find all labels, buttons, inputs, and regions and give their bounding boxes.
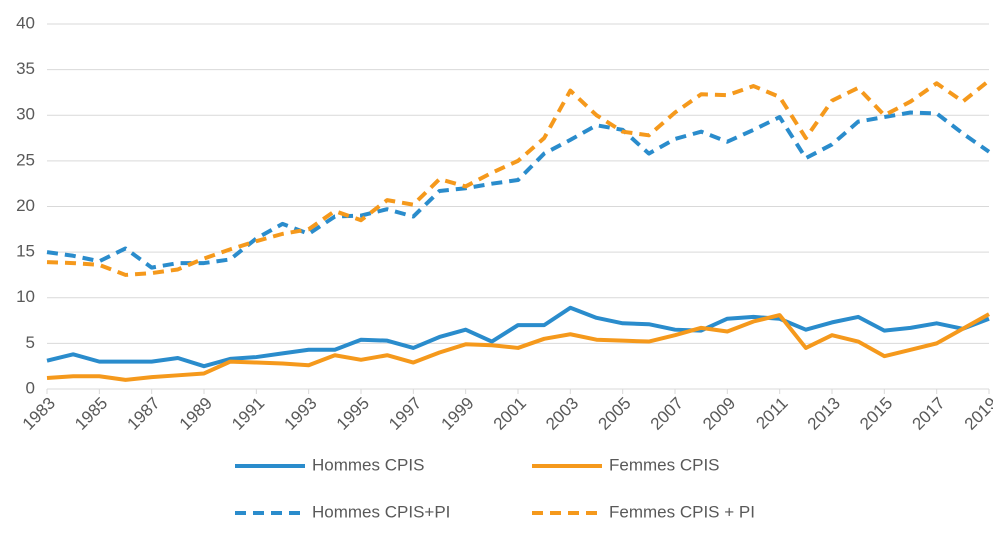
x-tick-label: 2011 <box>752 394 791 433</box>
x-tick-label: 2007 <box>647 394 687 434</box>
x-tick-label: 2001 <box>490 394 530 434</box>
y-tick-label: 0 <box>26 378 35 397</box>
y-tick-label: 5 <box>26 333 35 352</box>
x-tick-label: 2005 <box>594 394 634 434</box>
y-tick-label: 30 <box>16 105 35 124</box>
legend-label: Femmes CPIS + PI <box>609 502 755 521</box>
legend-label: Hommes CPIS <box>312 455 424 474</box>
y-tick-label: 10 <box>16 287 35 306</box>
x-tick-label: 1993 <box>280 394 320 434</box>
x-tick-label: 1983 <box>19 394 59 434</box>
x-tick-label: 1989 <box>176 394 216 434</box>
x-tick-label: 2003 <box>542 394 582 434</box>
x-tick-label: 2019 <box>961 394 993 434</box>
y-tick-label: 40 <box>16 13 35 32</box>
x-tick-label: 2013 <box>804 394 844 434</box>
y-tick-label: 20 <box>16 196 35 215</box>
x-tick-label: 2015 <box>856 394 896 434</box>
x-tick-label: 1995 <box>333 394 373 434</box>
y-tick-label: 35 <box>16 59 35 78</box>
series-line <box>46 305 990 369</box>
x-tick-label: 2009 <box>699 394 739 434</box>
x-tick-label: 2017 <box>908 394 948 434</box>
x-tick-label: 1991 <box>228 394 268 434</box>
series-line <box>46 79 991 277</box>
y-tick-label: 25 <box>16 150 35 169</box>
y-tick-label: 15 <box>16 242 35 261</box>
series-line <box>46 110 991 270</box>
x-tick-label: 1985 <box>71 394 111 434</box>
x-tick-label: 1987 <box>123 394 163 434</box>
legend-label: Hommes CPIS+PI <box>312 502 450 521</box>
x-tick-label: 1999 <box>437 394 477 434</box>
series-line <box>46 312 990 382</box>
x-tick-label: 1997 <box>385 394 425 434</box>
legend-label: Femmes CPIS <box>609 455 720 474</box>
